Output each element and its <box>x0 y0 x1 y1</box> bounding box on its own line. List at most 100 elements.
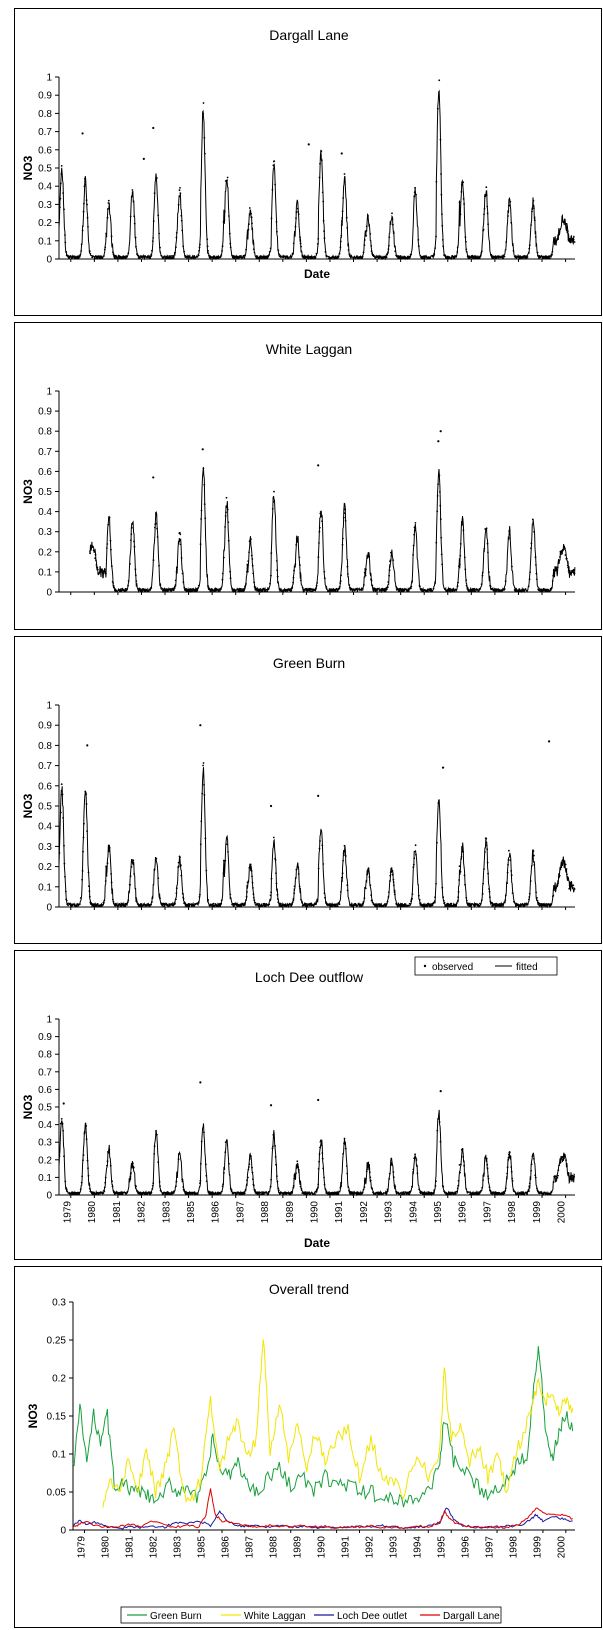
observed-point <box>566 1165 568 1167</box>
observed-point <box>267 1192 270 1195</box>
observed-point <box>175 887 178 890</box>
observed-point <box>126 1190 129 1193</box>
observed-point <box>413 857 416 860</box>
observed-point <box>392 884 395 887</box>
observed-point <box>86 744 89 747</box>
observed-point <box>503 1192 506 1195</box>
observed-point <box>380 1193 383 1195</box>
observed-point <box>357 588 359 591</box>
observed-point <box>317 238 320 240</box>
legend-label-fitted: fitted <box>516 962 538 973</box>
x-axis-label: Date <box>304 267 330 281</box>
y-tick-label: 0.8 <box>38 1050 52 1061</box>
observed-point <box>317 794 320 797</box>
observed-point <box>165 1193 167 1196</box>
observed-point <box>139 905 142 907</box>
y-tick-label: 0.3 <box>38 200 52 211</box>
observed-point <box>179 192 182 195</box>
observed-point <box>418 1188 421 1191</box>
observed-point <box>529 571 531 573</box>
observed-point <box>487 571 490 573</box>
observed-point <box>262 588 265 591</box>
observed-point <box>203 136 206 139</box>
observed-point <box>501 903 503 905</box>
observed-point <box>325 587 328 590</box>
observed-point <box>94 553 97 556</box>
observed-point <box>226 843 229 846</box>
chart-panel-overall-trend: 0 0.05 0.1 0.15 0.2 0.25 0.3 1979 1980 1981 1982 19… <box>14 1266 602 1628</box>
observed-point <box>570 1178 573 1181</box>
observed-point <box>568 571 570 574</box>
observed-point <box>565 868 568 870</box>
observed-point <box>255 588 258 591</box>
observed-point <box>482 228 485 231</box>
observed-point <box>485 186 488 189</box>
observed-point <box>231 254 234 257</box>
y-axis-label: NO3 <box>21 1094 35 1119</box>
observed-point <box>558 230 561 233</box>
observed-point <box>459 870 462 873</box>
observed-point <box>297 873 300 875</box>
observed-point <box>503 1191 505 1193</box>
observed-point <box>193 255 196 258</box>
observed-point <box>181 892 184 895</box>
observed-point <box>318 542 320 544</box>
observed-point <box>81 878 83 881</box>
observed-point <box>245 248 248 251</box>
observed-point <box>387 581 390 583</box>
observed-point <box>135 1185 137 1188</box>
observed-point <box>131 189 134 191</box>
observed-point <box>486 205 489 208</box>
observed-point <box>226 179 229 182</box>
observed-point <box>399 255 402 257</box>
observed-point <box>446 902 449 905</box>
observed-point <box>445 905 448 908</box>
x-tick-label: 1982 <box>149 1536 160 1559</box>
observed-point <box>274 1156 277 1158</box>
x-tick-label: 1993 <box>389 1536 400 1559</box>
observed-point <box>541 903 543 906</box>
observed-point <box>141 905 143 907</box>
observed-point <box>528 1182 531 1185</box>
observed-point <box>521 257 523 260</box>
observed-point <box>341 872 344 875</box>
observed-point <box>251 881 254 884</box>
chart-title: Loch Dee outflow <box>255 969 364 985</box>
observed-point <box>400 588 402 591</box>
observed-point <box>340 224 343 227</box>
observed-point <box>340 234 343 237</box>
observed-point <box>425 256 428 258</box>
legend-box <box>120 1606 502 1624</box>
observed-point <box>175 892 178 895</box>
observed-point <box>103 899 106 902</box>
observed-point <box>224 515 227 517</box>
observed-point <box>465 251 468 253</box>
observed-point <box>199 1179 202 1182</box>
observed-point <box>433 253 436 256</box>
observed-point <box>202 764 205 767</box>
observed-point <box>252 896 255 899</box>
y-tick-label: 0.05 <box>47 1488 67 1499</box>
legend-label-dargall-lane: Dargall Lane <box>443 1611 500 1622</box>
observed-point <box>225 496 228 499</box>
observed-point <box>296 540 299 542</box>
observed-point <box>199 1182 201 1184</box>
y-tick-label: 0.7 <box>38 761 52 772</box>
observed-point <box>125 1192 127 1195</box>
observed-point <box>87 1174 90 1177</box>
observed-point <box>117 255 120 258</box>
observed-point <box>271 508 274 510</box>
observed-point <box>81 870 84 872</box>
observed-point <box>424 904 426 907</box>
observed-point <box>560 861 563 864</box>
observed-point <box>459 1171 461 1174</box>
observed-point <box>62 817 64 819</box>
observed-point <box>229 242 232 245</box>
observed-point <box>219 905 222 907</box>
observed-point <box>132 859 135 862</box>
observed-point <box>523 905 526 907</box>
observed-point <box>426 1192 429 1195</box>
y-tick-label: 0.9 <box>38 721 52 732</box>
observed-point <box>465 899 468 902</box>
observed-point <box>315 1190 318 1192</box>
